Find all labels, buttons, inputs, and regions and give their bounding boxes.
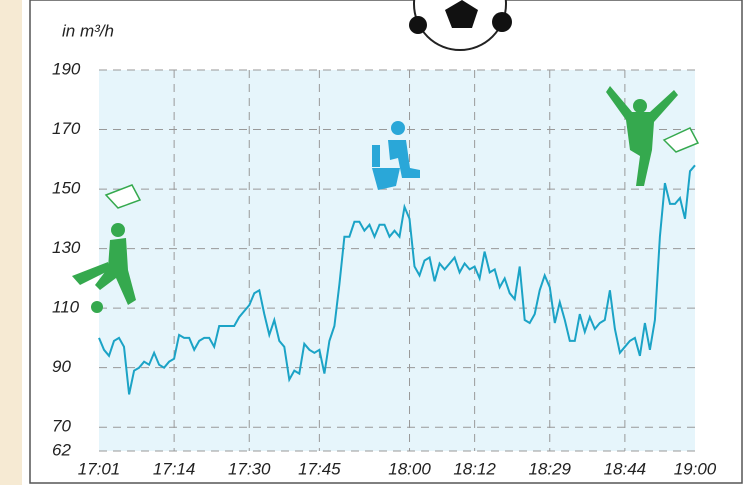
y-tick-label: 130 [52, 238, 81, 257]
whistles [104, 127, 700, 209]
x-tick-label: 17:45 [298, 459, 341, 478]
toilet-icon [372, 121, 420, 190]
decorations [72, 0, 700, 313]
player-right [606, 86, 678, 186]
x-tick-label: 17:30 [228, 459, 271, 478]
y-tick-label: 62 [52, 440, 71, 459]
x-tick-label: 19:00 [674, 459, 717, 478]
x-tick-label: 18:29 [528, 459, 571, 478]
x-tick-label: 18:00 [388, 459, 431, 478]
ball-patch [409, 16, 427, 34]
side-strip [0, 0, 22, 485]
y-tick-label: 90 [52, 357, 71, 376]
player-left [72, 223, 136, 313]
y-axis-label: in m³/h [62, 21, 114, 40]
y-tick-label: 170 [52, 119, 81, 138]
y-tick-label: 70 [52, 417, 71, 436]
data-line [98, 164, 696, 395]
x-tick-label: 18:44 [604, 459, 647, 478]
y-tick-label: 190 [52, 59, 81, 78]
y-tick-label: 110 [52, 298, 80, 317]
ball-patch [445, 0, 478, 28]
x-tick-label: 17:14 [153, 459, 196, 478]
x-tick-label: 18:12 [453, 459, 496, 478]
x-tick-label: 17:01 [78, 459, 121, 478]
y-tick-label: 150 [52, 179, 81, 198]
ball-patch [492, 12, 512, 32]
